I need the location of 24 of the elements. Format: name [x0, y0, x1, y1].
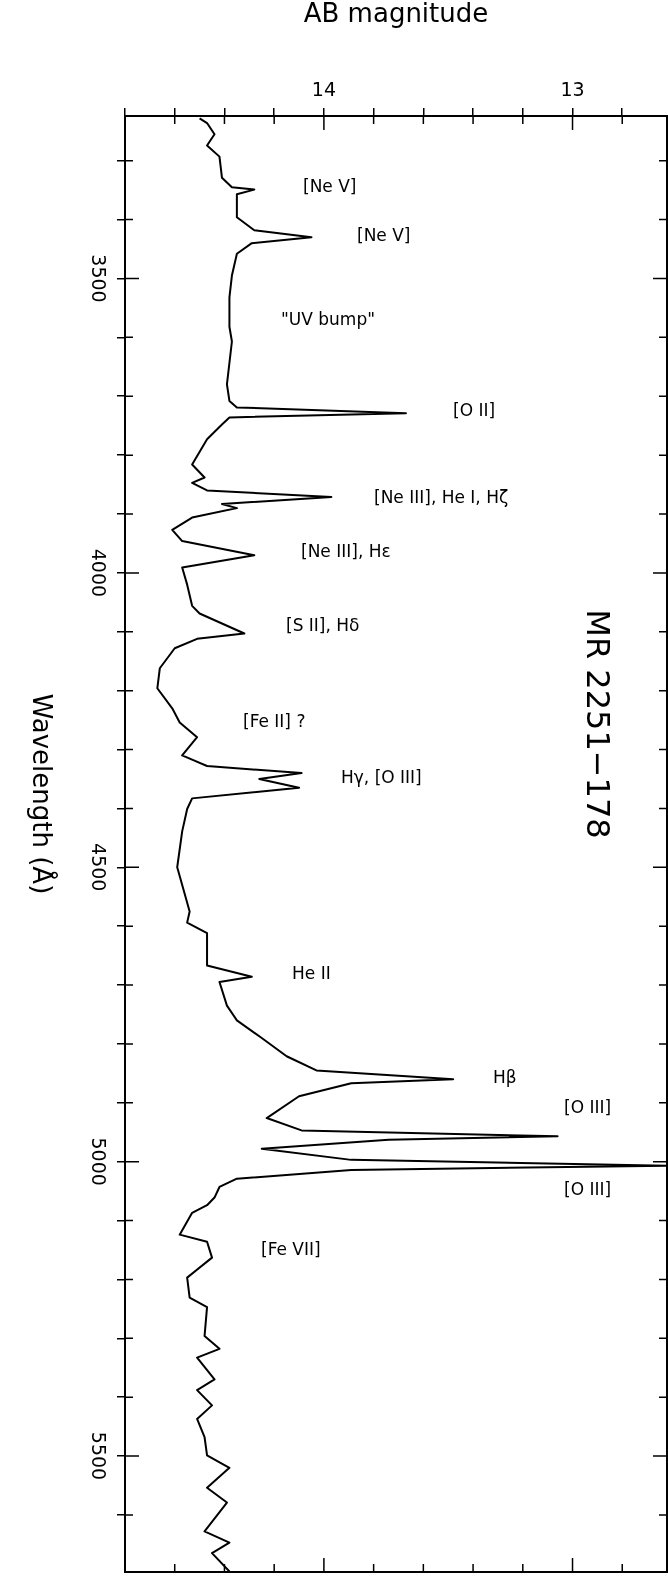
annotation: "UV bump": [281, 309, 376, 330]
annotation: [O II]: [453, 400, 496, 421]
annotation: [O III]: [564, 1097, 612, 1118]
y-axis-title: Wavelength (Å): [27, 693, 59, 895]
annotation: Hγ, [O III]: [341, 767, 422, 788]
annotation: Hβ: [493, 1067, 517, 1088]
annotation: [Fe VII]: [261, 1239, 321, 1260]
y-tick-label: 4500: [88, 843, 111, 892]
annotation: [Ne III], Hε: [301, 541, 391, 562]
annotation: [Ne V]: [303, 176, 357, 197]
x-tick-label: 13: [560, 77, 585, 100]
annotation: [Fe II] ?: [243, 711, 306, 732]
annotation: [O III]: [564, 1179, 612, 1200]
y-tick-label: 3500: [88, 254, 111, 303]
x-axis-title: AB magnitude: [303, 0, 489, 29]
annotation: [Ne III], He I, Hζ: [374, 487, 509, 508]
x-tick-label: 14: [311, 77, 336, 100]
annotation: He II: [292, 963, 331, 984]
y-tick-label: 4000: [88, 548, 111, 598]
annotation: [S II], Hδ: [286, 615, 360, 636]
y-tick-label: 5500: [88, 1431, 111, 1481]
text: MR 2251−178: [578, 609, 617, 839]
annotation: [Ne V]: [357, 225, 411, 246]
y-tick-label: 5000: [88, 1137, 111, 1186]
